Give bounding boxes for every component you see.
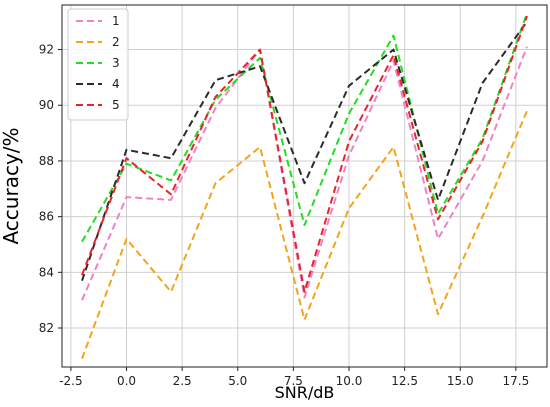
x-tick-label: 7.5 <box>284 374 303 388</box>
y-tick-label: 82 <box>39 321 54 335</box>
x-tick-label: 12.5 <box>391 374 418 388</box>
x-axis-ticks: -2.5 0.0 2.5 5.0 7.5 10.0 12.5 15.0 17.5 <box>59 367 529 388</box>
x-tick-label: 10.0 <box>336 374 363 388</box>
y-axis-ticks: 82 84 86 88 90 92 <box>39 43 62 335</box>
legend-label-2: 2 <box>112 35 120 49</box>
legend-label-3: 3 <box>112 56 120 70</box>
y-tick-label: 88 <box>39 154 54 168</box>
legend-label-1: 1 <box>112 14 120 28</box>
legend-label-5: 5 <box>112 98 120 112</box>
x-tick-label: 2.5 <box>173 374 192 388</box>
series-lines <box>81 13 528 359</box>
series-line-4 <box>81 21 528 282</box>
series-line-5 <box>81 15 528 293</box>
y-axis-label: Accuracy/% <box>0 127 23 244</box>
x-tick-label: 17.5 <box>502 374 529 388</box>
y-tick-label: 84 <box>39 265 54 279</box>
series-line-1 <box>81 46 528 301</box>
x-tick-label: -2.5 <box>59 374 82 388</box>
x-tick-label: 15.0 <box>447 374 474 388</box>
x-tick-label: 5.0 <box>228 374 247 388</box>
legend-label-4: 4 <box>112 77 120 91</box>
x-tick-label: 0.0 <box>117 374 136 388</box>
x-axis-label: SNR/dB <box>275 383 335 402</box>
grid <box>62 5 547 367</box>
plot-frame <box>61 4 548 368</box>
series-line-3 <box>81 13 528 243</box>
legend: 1 2 3 4 5 <box>67 8 129 121</box>
y-tick-label: 86 <box>39 210 54 224</box>
legend-box <box>67 8 129 121</box>
y-tick-label: 90 <box>39 98 54 112</box>
y-tick-label: 92 <box>39 43 54 57</box>
